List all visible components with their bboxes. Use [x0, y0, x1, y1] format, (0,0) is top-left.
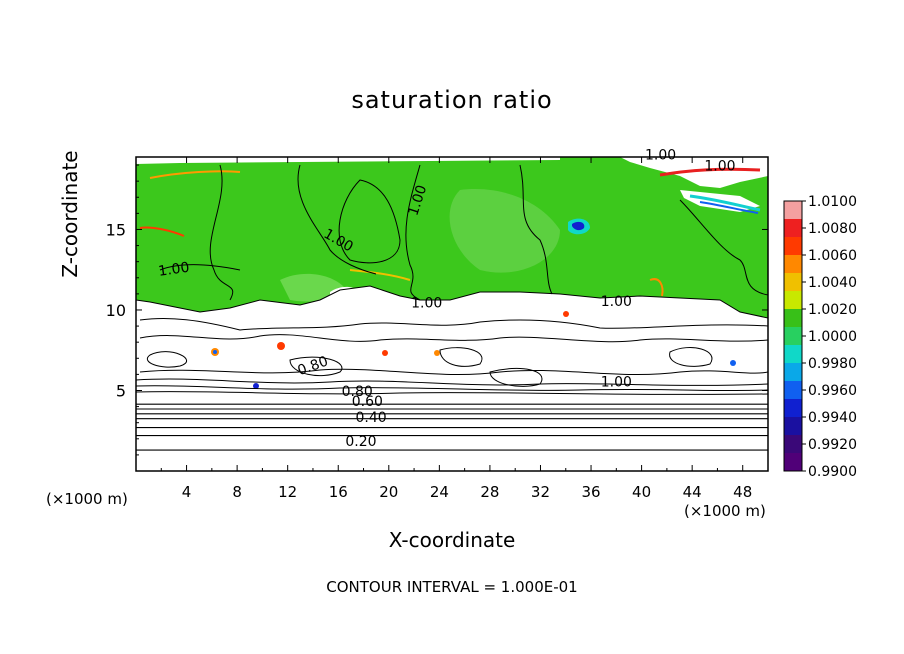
contour-label: 0.20 — [345, 434, 376, 450]
x-unit-left: (×1000 m) — [46, 490, 128, 508]
y-axis-ticks: 5 10 15 — [106, 164, 768, 456]
speck — [277, 342, 285, 350]
contour-label: 1.00 — [157, 260, 190, 280]
contour-label: 0.80 — [342, 384, 373, 400]
contour-label: 1.00 — [411, 296, 442, 312]
x-tick-label: 8 — [232, 483, 242, 501]
speck — [213, 350, 217, 354]
colorbar-swatch — [784, 363, 802, 382]
contour-label: 0.40 — [356, 410, 387, 426]
x-tick-label: 24 — [430, 483, 449, 501]
x-tick-label: 44 — [683, 483, 702, 501]
x-tick-label: 32 — [531, 483, 550, 501]
cyan-streak — [689, 194, 761, 212]
x-unit-right: (×1000 m) — [684, 502, 766, 520]
x-tick-label: 16 — [329, 483, 348, 501]
contour-label: 1.00 — [601, 294, 632, 310]
wiggle-contours — [136, 164, 768, 395]
x-tick-label: 40 — [632, 483, 651, 501]
red-streak — [659, 167, 761, 177]
y-tick-label: 10 — [106, 301, 126, 320]
colorbar-tick-label: 1.0060 — [808, 248, 857, 264]
colorbar-swatch — [784, 435, 802, 454]
saturated-region — [136, 157, 768, 318]
colorbar-tick-label: 0.9940 — [808, 410, 857, 426]
contour-label: 0.60 — [352, 394, 383, 410]
colorbar-swatch — [784, 219, 802, 238]
colorbar-tick-label: 0.9980 — [808, 356, 857, 372]
colorbar-tick-label: 1.0080 — [808, 221, 857, 237]
x-tick-label: 48 — [733, 483, 752, 501]
colorbar-swatch — [784, 327, 802, 346]
x-axis-ticks: 4 8 12 16 20 24 28 32 36 40 44 48 — [160, 157, 752, 501]
colorbar-swatch — [784, 381, 802, 400]
subsaturated-region — [136, 286, 768, 471]
colorbar-swatch — [784, 309, 802, 328]
colorbar-tick-label: 1.0000 — [808, 329, 857, 345]
colorbar-tick-label: 0.9920 — [808, 437, 857, 453]
colorbar-swatch — [784, 273, 802, 292]
colorbar-tick-label: 0.9960 — [808, 383, 857, 399]
chart-title: saturation ratio — [351, 86, 553, 114]
speck — [253, 383, 259, 389]
x-tick-label: 20 — [379, 483, 398, 501]
contour-label: 1.00 — [645, 147, 676, 163]
contour-layer — [136, 403, 768, 451]
red-streak — [139, 226, 185, 237]
blue-spot — [572, 221, 585, 231]
y-tick-label: 15 — [106, 220, 126, 239]
orange-streak — [649, 278, 664, 297]
colorbar-swatch — [784, 453, 802, 472]
contour-interval-note: CONTOUR INTERVAL = 1.000E-01 — [326, 578, 578, 596]
colorbar-swatch — [784, 201, 802, 220]
speck — [382, 350, 388, 356]
contour-label: 1.00 — [704, 159, 735, 175]
x-tick-label: 36 — [581, 483, 600, 501]
orange-streak — [149, 170, 241, 179]
x-tick-label: 12 — [278, 483, 297, 501]
colorbar-swatch — [784, 399, 802, 418]
field-layer — [136, 157, 768, 471]
colorbar-swatch — [784, 345, 802, 364]
light-green-patch — [449, 189, 560, 273]
speck — [434, 350, 440, 356]
colorbar-swatch — [784, 291, 802, 310]
plot-frame — [135, 156, 769, 472]
colorbar-tick-label: 1.0100 — [808, 194, 857, 210]
speck — [563, 311, 569, 317]
colorbar-tick-label: 1.0020 — [808, 302, 857, 318]
yellow-streak — [349, 269, 411, 281]
colorbar-swatch — [784, 237, 802, 256]
speck — [730, 360, 736, 366]
colorbar-tick-label: 1.0040 — [808, 275, 857, 291]
colorbar: 1.0100 1.0080 1.0060 1.0040 1.0020 1.0000 0.99… — [783, 194, 857, 480]
contour-label: 1.00 — [601, 374, 632, 390]
x-tick-label: 28 — [480, 483, 499, 501]
top-band — [136, 157, 560, 164]
x-axis-label: X-coordinate — [388, 528, 516, 552]
blue-streak — [699, 201, 759, 214]
y-tick-label: 5 — [116, 381, 126, 400]
x-tick-label: 4 — [182, 483, 192, 501]
colorbar-swatch — [784, 255, 802, 274]
colorbar-swatch — [784, 417, 802, 436]
colorbar-tick-label: 0.9900 — [808, 464, 857, 480]
light-green-patch — [280, 273, 345, 302]
top-right-white — [620, 157, 768, 188]
